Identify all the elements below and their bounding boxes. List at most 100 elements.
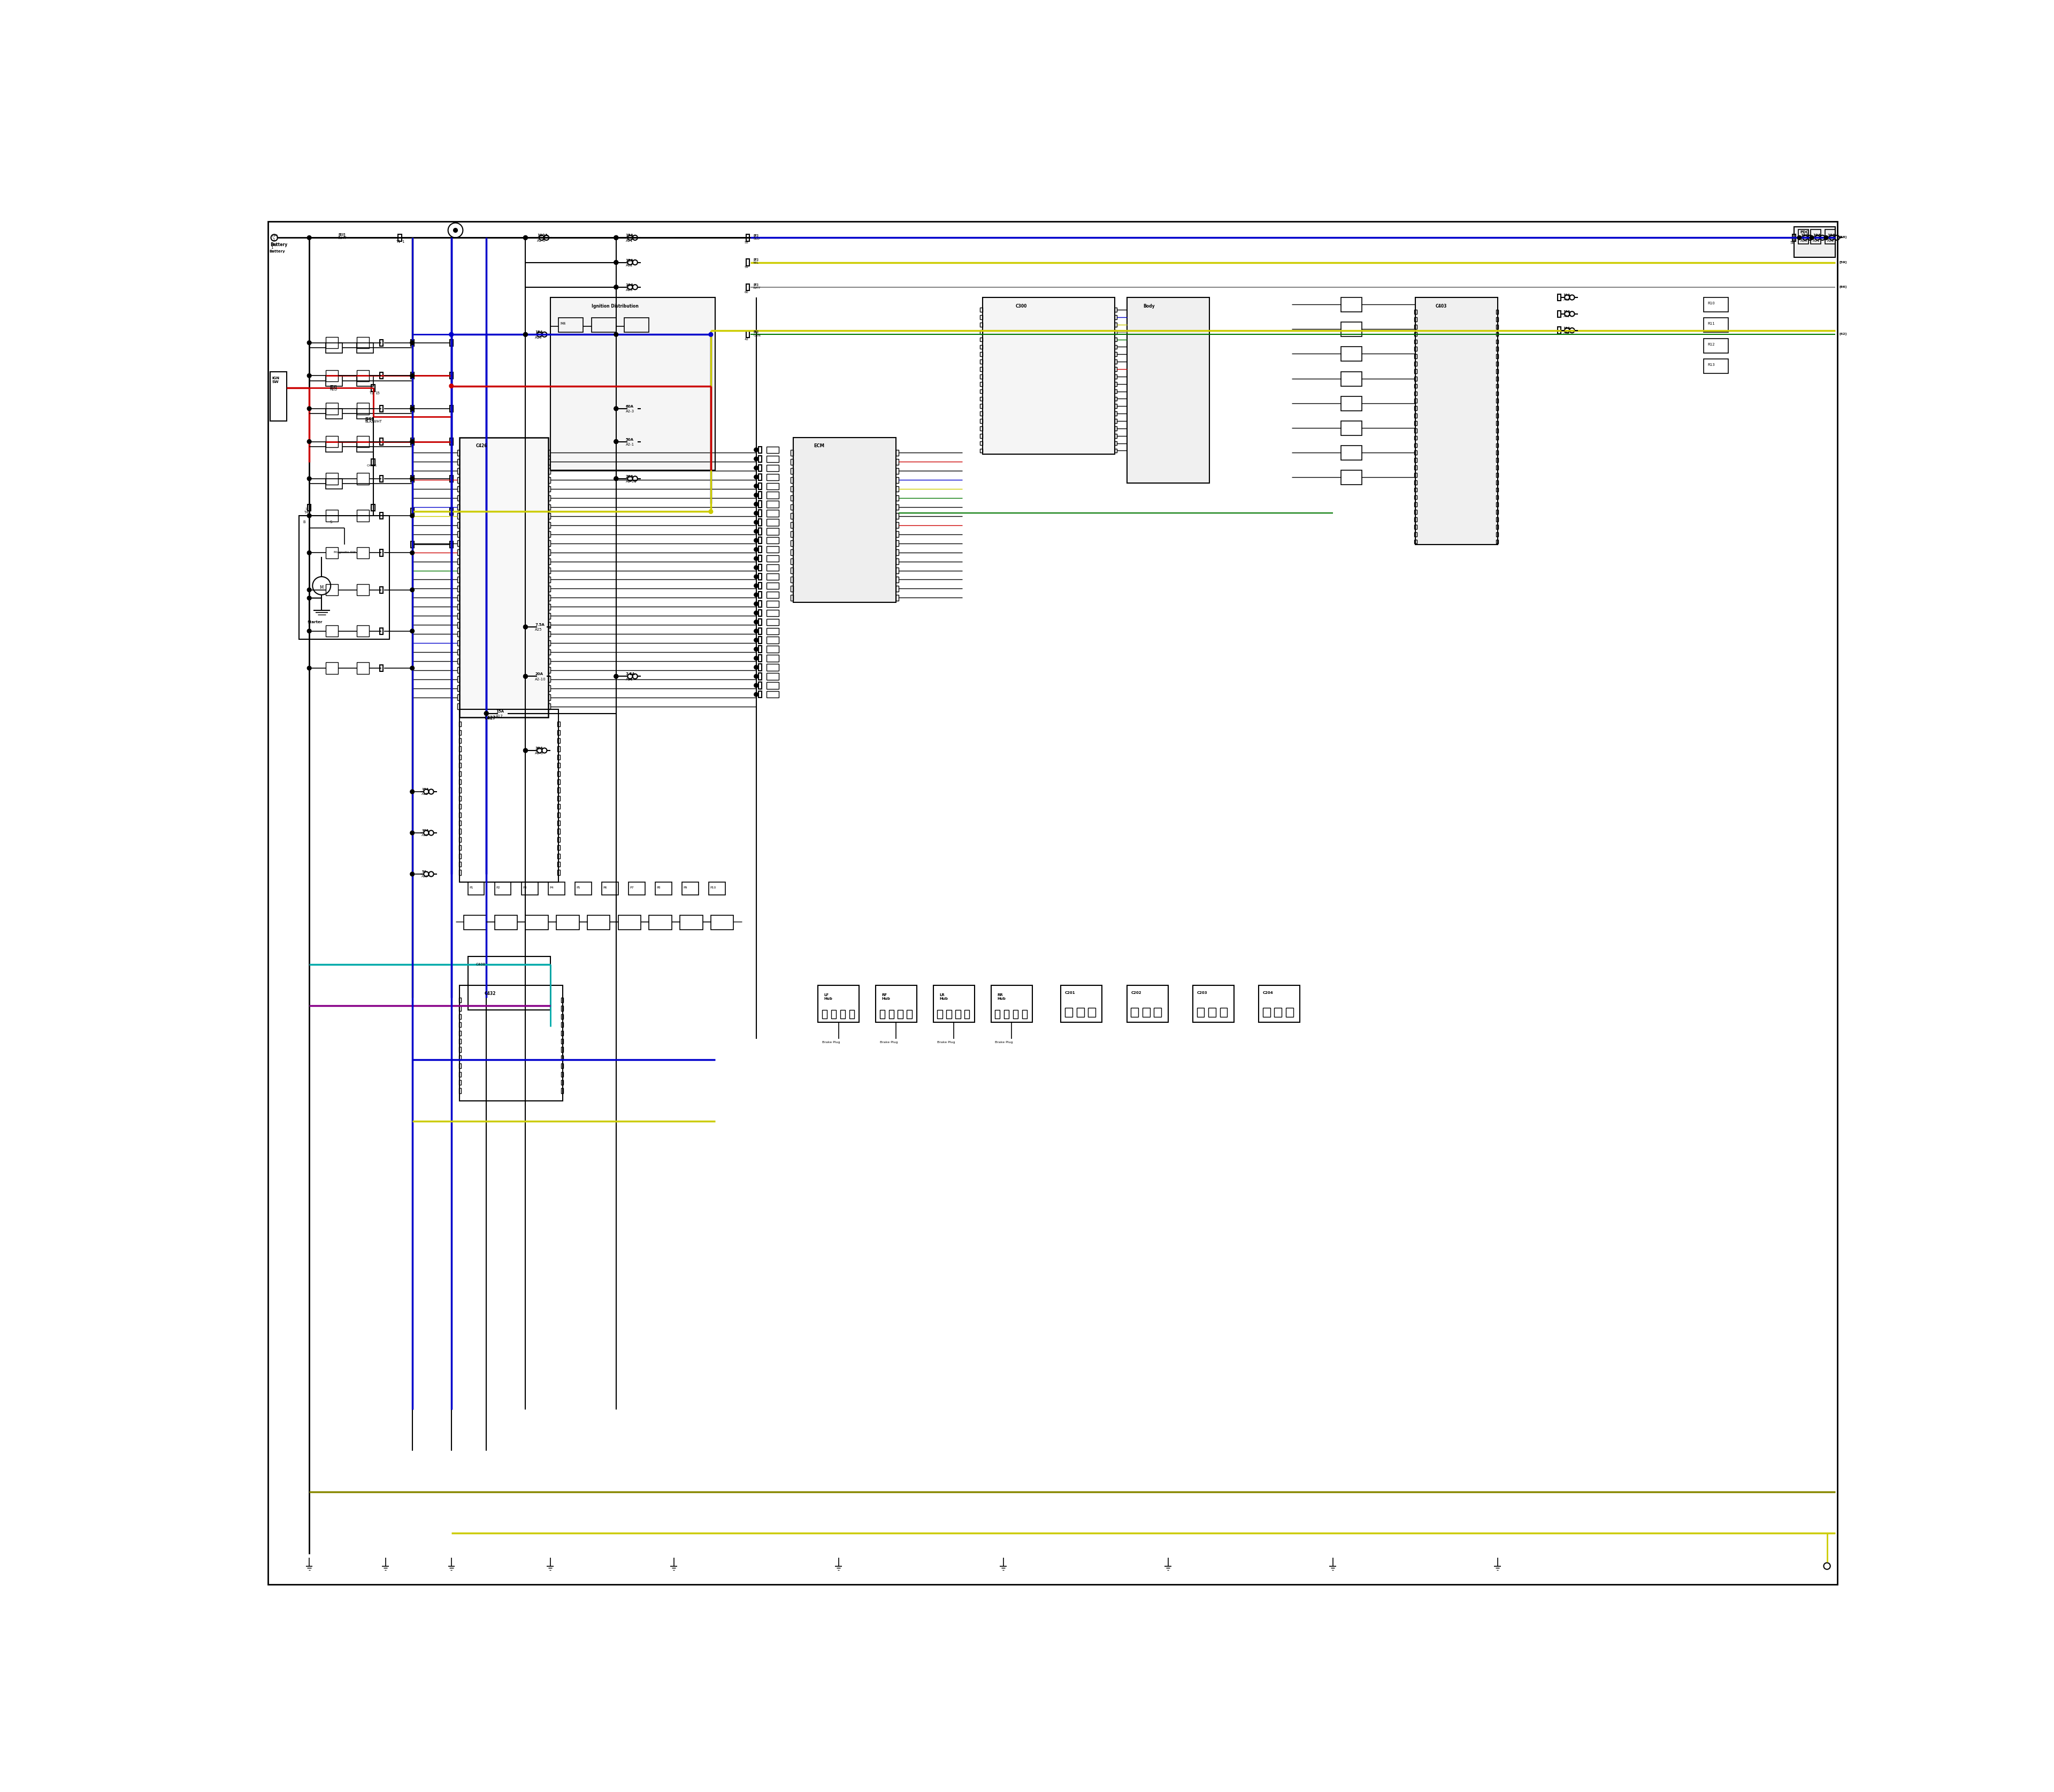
Bar: [458, 1023, 462, 1027]
Bar: [327, 625, 339, 636]
Circle shape: [754, 529, 758, 534]
Bar: [557, 805, 561, 808]
Bar: [766, 473, 778, 480]
Bar: [548, 541, 550, 547]
Bar: [980, 382, 982, 385]
Text: A1-6: A1-6: [536, 238, 546, 242]
Bar: [758, 674, 762, 679]
Bar: [822, 1011, 828, 1018]
Bar: [458, 780, 462, 785]
Bar: [1415, 502, 1417, 507]
Bar: [380, 627, 382, 634]
Circle shape: [754, 629, 758, 633]
Bar: [898, 1011, 904, 1018]
Bar: [458, 550, 460, 556]
Bar: [1415, 518, 1417, 521]
Bar: [758, 573, 762, 581]
Bar: [766, 591, 778, 599]
Text: A32: A32: [1828, 238, 1834, 242]
Bar: [758, 683, 762, 688]
Bar: [561, 1047, 563, 1052]
Bar: [327, 337, 339, 348]
Bar: [1495, 369, 1497, 373]
Circle shape: [754, 466, 758, 470]
Bar: [575, 882, 592, 894]
Bar: [1115, 344, 1117, 349]
Bar: [1415, 317, 1417, 321]
Text: [66]: [66]: [1838, 285, 1847, 289]
Bar: [458, 495, 460, 502]
Bar: [557, 821, 561, 826]
Bar: [522, 882, 538, 894]
Bar: [271, 371, 288, 421]
Text: A11: A11: [626, 677, 633, 681]
Text: Brake Plug: Brake Plug: [937, 1041, 955, 1043]
Bar: [458, 787, 462, 792]
Bar: [411, 405, 413, 412]
Bar: [1703, 297, 1727, 312]
Bar: [1286, 1007, 1294, 1018]
Bar: [1415, 459, 1417, 462]
Text: C408: C408: [477, 962, 485, 966]
Text: R11: R11: [1707, 323, 1715, 326]
Bar: [1004, 1011, 1009, 1018]
Circle shape: [754, 557, 758, 561]
Bar: [1193, 986, 1234, 1023]
Text: P3: P3: [522, 887, 526, 889]
Bar: [458, 704, 460, 710]
Text: A20: A20: [421, 874, 427, 878]
Bar: [1341, 396, 1362, 410]
Bar: [1115, 323, 1117, 326]
Bar: [896, 495, 900, 502]
Bar: [840, 1011, 844, 1018]
Bar: [746, 332, 750, 337]
Circle shape: [411, 514, 415, 518]
Bar: [380, 373, 382, 378]
Bar: [548, 495, 550, 502]
Bar: [327, 547, 339, 559]
Bar: [1797, 229, 1808, 244]
Circle shape: [614, 235, 618, 240]
Bar: [980, 360, 982, 364]
Bar: [458, 1088, 462, 1093]
Bar: [980, 396, 982, 401]
Text: A16: A16: [534, 335, 542, 339]
Bar: [875, 986, 916, 1023]
Bar: [411, 541, 413, 548]
Circle shape: [1797, 235, 1801, 240]
Circle shape: [754, 620, 758, 624]
Bar: [548, 640, 550, 645]
Bar: [557, 738, 561, 744]
Circle shape: [614, 260, 618, 265]
Text: A2-6: A2-6: [534, 751, 544, 754]
Bar: [548, 704, 550, 710]
Bar: [548, 577, 550, 582]
Bar: [791, 459, 793, 464]
Text: 10A: 10A: [1563, 326, 1571, 330]
Circle shape: [754, 475, 758, 478]
Bar: [592, 317, 616, 333]
Bar: [587, 916, 610, 930]
Bar: [327, 584, 339, 595]
Circle shape: [614, 674, 618, 679]
Text: 15A: 15A: [421, 788, 429, 790]
Circle shape: [308, 667, 312, 670]
Bar: [896, 468, 900, 473]
Bar: [1115, 405, 1117, 409]
Bar: [1023, 1011, 1027, 1018]
Text: 15: 15: [376, 391, 380, 394]
Circle shape: [308, 588, 312, 591]
Circle shape: [614, 285, 618, 289]
Bar: [758, 482, 762, 489]
Text: P8: P8: [657, 887, 661, 889]
Text: RED: RED: [331, 389, 337, 391]
Bar: [458, 853, 462, 858]
Bar: [1115, 441, 1117, 444]
Bar: [458, 613, 460, 618]
Bar: [398, 235, 401, 240]
Text: Battery: Battery: [271, 242, 288, 247]
Bar: [955, 1011, 961, 1018]
Bar: [559, 317, 583, 333]
Circle shape: [411, 790, 415, 794]
Circle shape: [411, 439, 415, 444]
